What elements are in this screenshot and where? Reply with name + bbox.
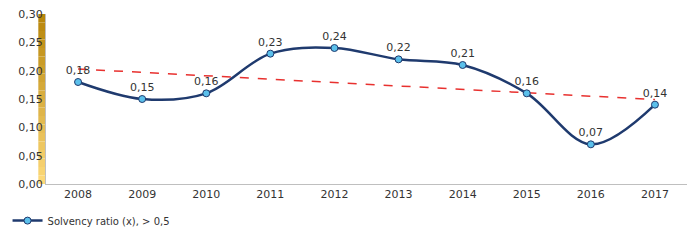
svg-text:2008: 2008 xyxy=(64,188,92,201)
svg-text:2012: 2012 xyxy=(320,188,348,201)
svg-text:Solvency ratio (x), > 0,5: Solvency ratio (x), > 0,5 xyxy=(48,216,170,227)
svg-text:0,00: 0,00 xyxy=(18,178,43,191)
svg-text:0,10: 0,10 xyxy=(18,121,43,134)
svg-text:2016: 2016 xyxy=(577,188,605,201)
svg-text:0,15: 0,15 xyxy=(18,93,43,106)
svg-text:0,24: 0,24 xyxy=(322,30,347,43)
svg-text:2017: 2017 xyxy=(641,188,669,201)
svg-text:0,30: 0,30 xyxy=(18,8,43,21)
svg-text:2015: 2015 xyxy=(513,188,541,201)
svg-text:2009: 2009 xyxy=(128,188,156,201)
svg-text:2013: 2013 xyxy=(385,188,413,201)
svg-text:0,14: 0,14 xyxy=(643,87,668,100)
svg-text:0,25: 0,25 xyxy=(18,36,43,49)
svg-text:0,18: 0,18 xyxy=(66,64,91,77)
svg-text:0,23: 0,23 xyxy=(258,36,283,49)
svg-text:0,05: 0,05 xyxy=(18,150,43,163)
svg-text:0,07: 0,07 xyxy=(579,126,604,139)
svg-text:0,22: 0,22 xyxy=(386,41,411,54)
svg-text:0,15: 0,15 xyxy=(130,81,155,94)
svg-text:2010: 2010 xyxy=(192,188,220,201)
svg-text:0,20: 0,20 xyxy=(18,65,43,78)
svg-text:0,16: 0,16 xyxy=(194,75,219,88)
svg-text:0,21: 0,21 xyxy=(450,47,475,60)
svg-text:0,16: 0,16 xyxy=(515,75,540,88)
svg-text:2014: 2014 xyxy=(449,188,477,201)
svg-text:2011: 2011 xyxy=(256,188,284,201)
